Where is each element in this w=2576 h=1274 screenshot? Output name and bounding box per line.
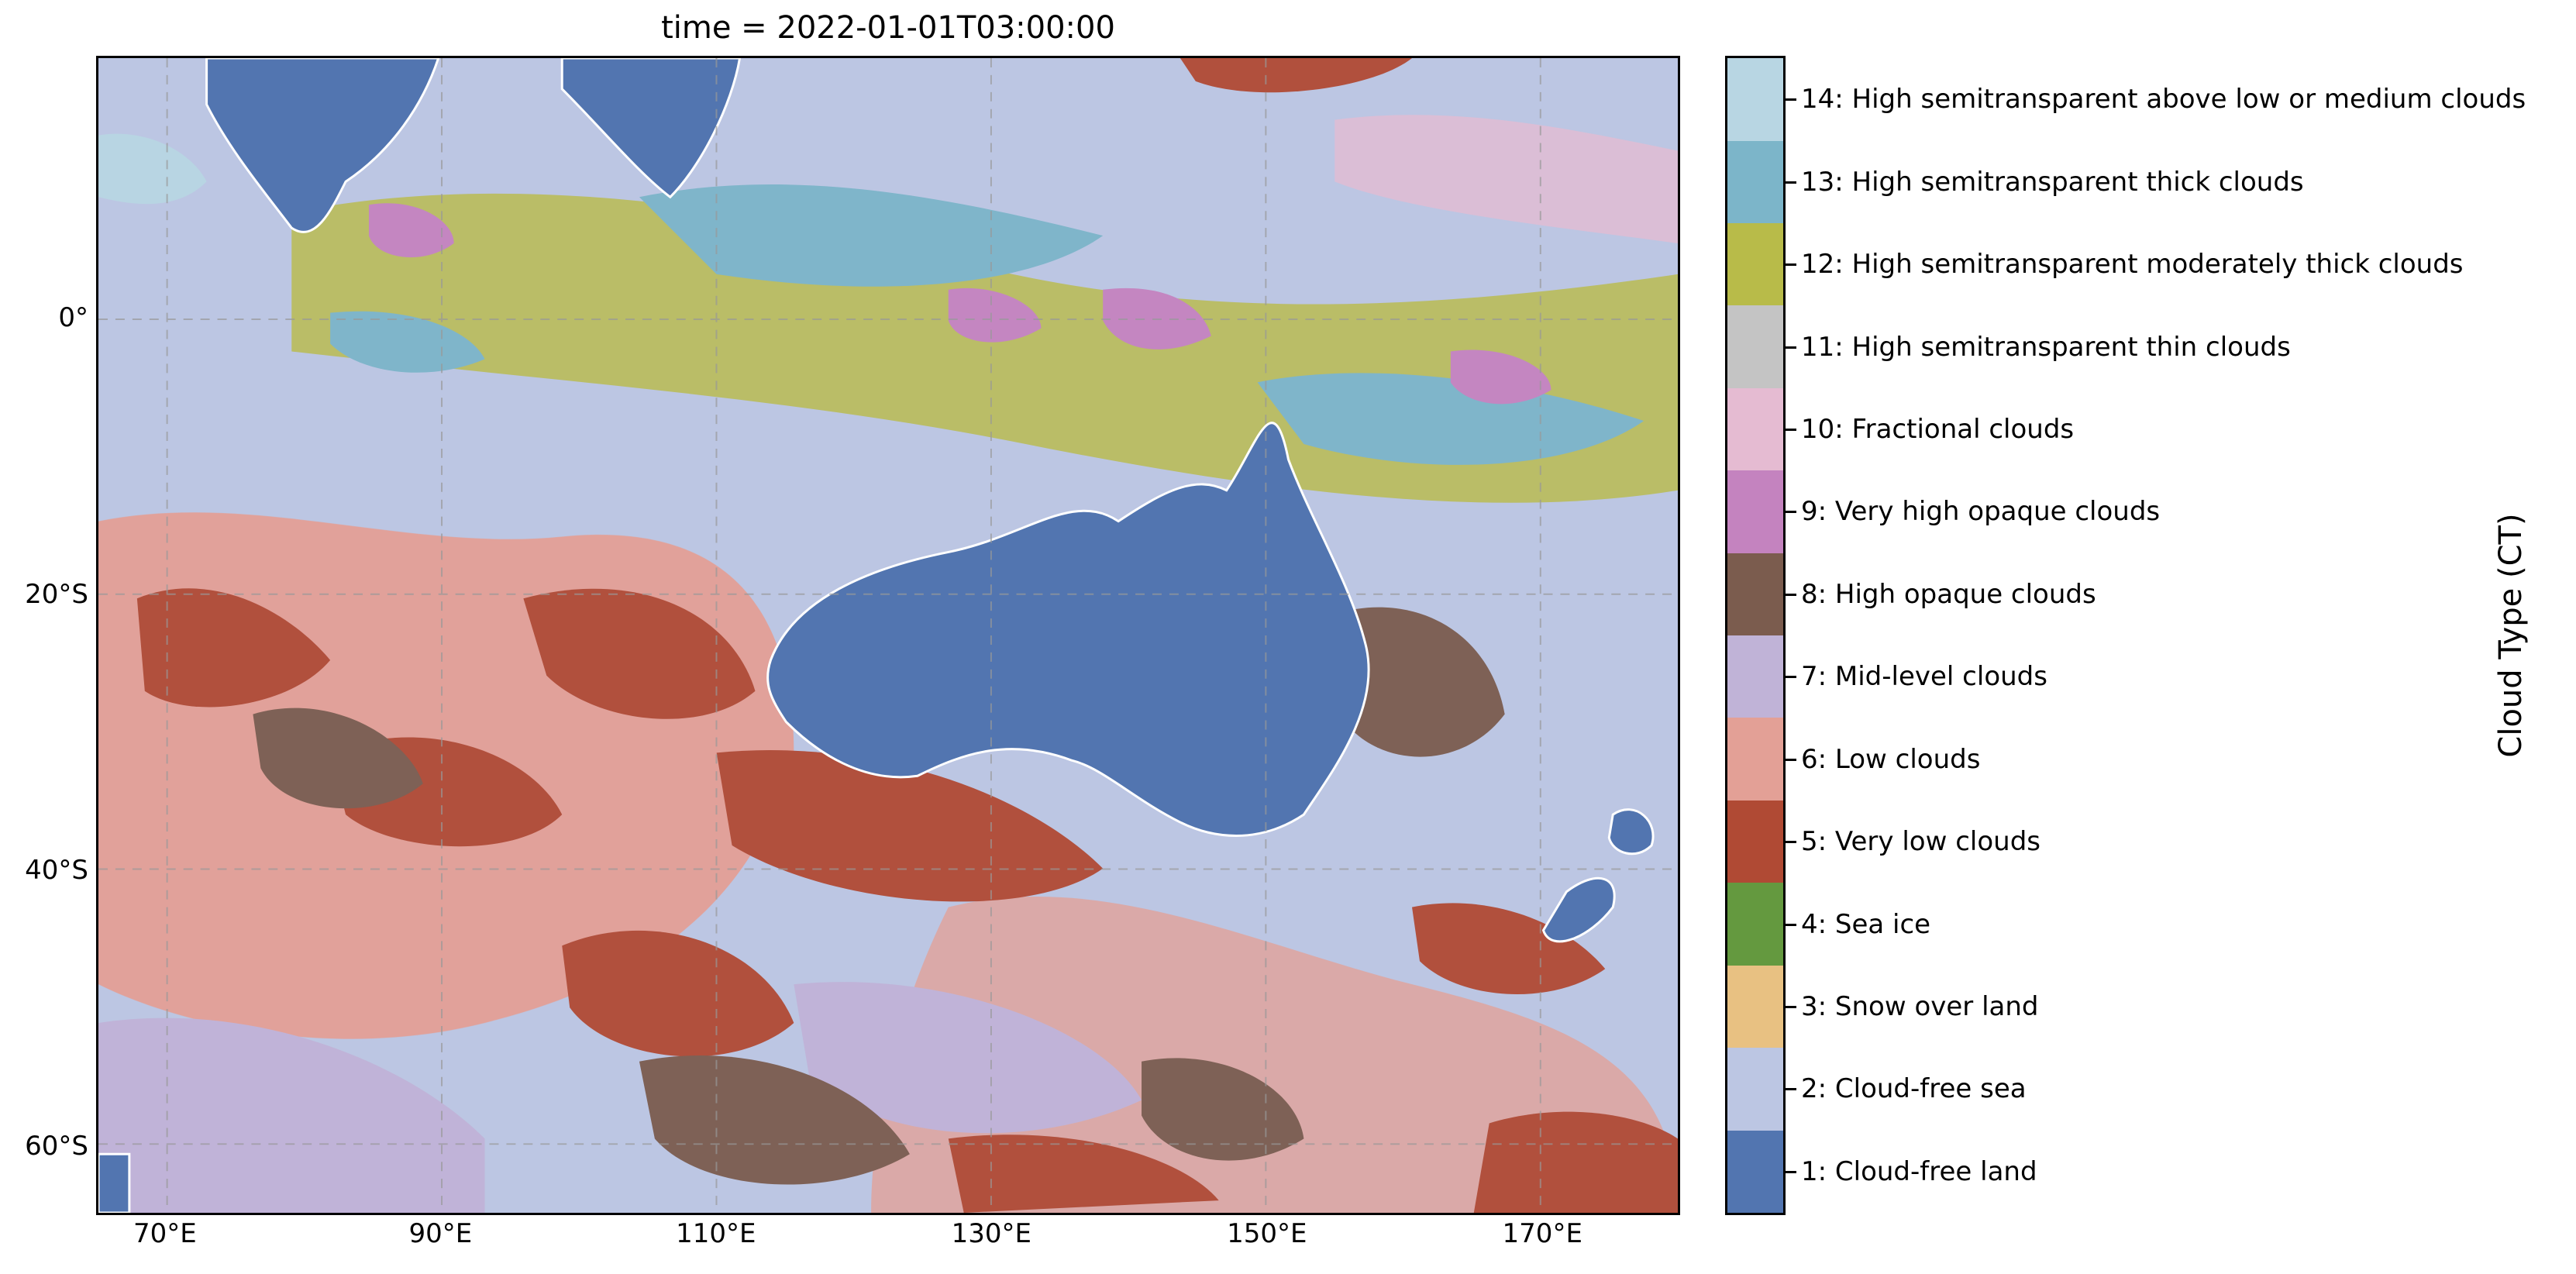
colorbar-swatch — [1727, 222, 1783, 306]
new-zealand-south-island — [1541, 876, 1616, 943]
colorbar-class-label: 11: High semitransparent thin clouds — [1801, 331, 2291, 363]
colorbar-tick — [1786, 1170, 1796, 1173]
colorbar-swatch — [1727, 58, 1783, 141]
colorbar-swatch — [1727, 718, 1783, 801]
lat-tick-label: 20°S — [25, 578, 88, 610]
colorbar-class-label: 1: Cloud-free land — [1801, 1155, 2037, 1187]
colorbar-swatch — [1727, 470, 1783, 553]
colorbar-class-label: 8: High opaque clouds — [1801, 578, 2096, 610]
colorbar-class-label: 12: High semitransparent moderately thic… — [1801, 249, 2464, 281]
colorbar-swatch — [1727, 1048, 1783, 1131]
colorbar — [1725, 56, 1786, 1215]
colorbar-tick — [1786, 1088, 1796, 1091]
new-zealand-north-island — [1607, 808, 1655, 856]
map-canvas — [98, 58, 1678, 1213]
gridlines — [98, 58, 1678, 1213]
colorbar-tick — [1786, 511, 1796, 514]
colorbar-class-label: 14: High semitransparent above low or me… — [1801, 84, 2526, 115]
colorbar-swatch — [1727, 800, 1783, 883]
antarctic-edge — [98, 1152, 131, 1213]
colorbar-title: Cloud Type (CT) — [2493, 513, 2529, 758]
colorbar-swatch — [1727, 387, 1783, 471]
plot-title: time = 2022-01-01T03:00:00 — [661, 10, 1115, 46]
colorbar-class-label: 9: Very high opaque clouds — [1801, 496, 2161, 528]
colorbar-swatch — [1727, 883, 1783, 966]
land-masses — [98, 58, 1655, 1213]
lat-tick-label: 60°S — [25, 1130, 88, 1162]
colorbar-tick — [1786, 758, 1796, 761]
colorbar-swatch — [1727, 140, 1783, 223]
colorbar-swatch — [1727, 305, 1783, 388]
colorbar-tick — [1786, 923, 1796, 926]
colorbar-swatch — [1727, 965, 1783, 1048]
india-landmass — [205, 58, 440, 233]
lat-tick-label: 0° — [58, 302, 88, 334]
colorbar-class-label: 5: Very low clouds — [1801, 826, 2040, 858]
colorbar-class-label: 10: Fractional clouds — [1801, 413, 2075, 445]
colorbar-class-label: 6: Low clouds — [1801, 743, 1981, 775]
lat-tick-label: 40°S — [25, 854, 88, 886]
lon-tick-label: 70°E — [133, 1218, 197, 1249]
colorbar-swatch — [1727, 553, 1783, 636]
indochina-landmass — [560, 58, 742, 199]
colorbar-tick — [1786, 1005, 1796, 1008]
cloud-field — [98, 58, 1678, 1213]
colorbar-class-label: 4: Sea ice — [1801, 908, 1931, 940]
colorbar-tick — [1786, 346, 1796, 349]
colorbar-swatch — [1727, 635, 1783, 718]
colorbar-class-label: 7: Mid-level clouds — [1801, 661, 2047, 693]
lon-tick-label: 150°E — [1227, 1218, 1307, 1249]
lon-tick-label: 130°E — [951, 1218, 1031, 1249]
colorbar-tick — [1786, 181, 1796, 184]
colorbar-tick — [1786, 676, 1796, 679]
australia-landmass — [766, 422, 1370, 837]
lon-tick-label: 170°E — [1502, 1218, 1582, 1249]
colorbar-tick — [1786, 593, 1796, 596]
colorbar-tick — [1786, 841, 1796, 844]
colorbar-class-label: 3: Snow over land — [1801, 990, 2039, 1022]
colorbar-class-label: 2: Cloud-free sea — [1801, 1073, 2027, 1105]
colorbar-swatch — [1727, 1130, 1783, 1213]
lon-tick-label: 110°E — [676, 1218, 756, 1249]
lon-tick-label: 90°E — [408, 1218, 473, 1249]
colorbar-tick — [1786, 263, 1796, 267]
colorbar-class-label: 13: High semitransparent thick clouds — [1801, 166, 2304, 198]
colorbar-tick — [1786, 428, 1796, 431]
cloud-type-map — [96, 56, 1680, 1215]
colorbar-tick — [1786, 98, 1796, 102]
